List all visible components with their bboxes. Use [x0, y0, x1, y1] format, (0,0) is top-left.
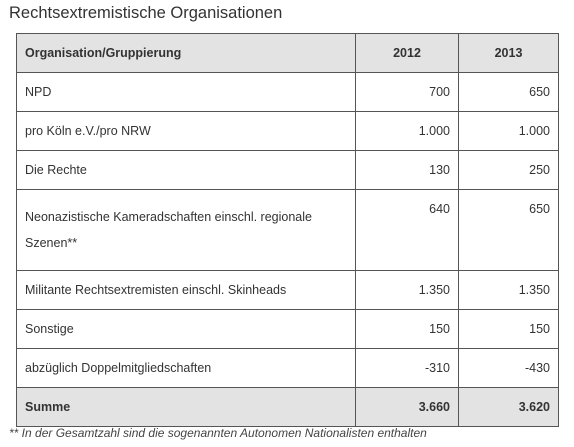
- table-row: NPD 700 650: [16, 72, 559, 112]
- table-row: abzüglich Doppelmitgliedschaften -310 -4…: [16, 348, 559, 388]
- row-value-2012: 130: [355, 150, 459, 190]
- row-name: Die Rechte: [16, 150, 356, 190]
- page-title: Rechtsextremistische Organisationen: [9, 4, 283, 22]
- column-header-2012: 2012: [355, 33, 459, 73]
- row-value-2012: 150: [355, 309, 459, 349]
- total-value-2013: 3.620: [458, 387, 559, 427]
- row-value-2013: 650: [458, 189, 559, 271]
- row-name: NPD: [16, 72, 356, 112]
- row-value-2013: 650: [458, 72, 559, 112]
- row-value-2013: 1.000: [458, 111, 559, 151]
- row-value-2012: 700: [355, 72, 459, 112]
- row-value-2013: -430: [458, 348, 559, 388]
- total-label: Summe: [16, 387, 356, 427]
- total-value-2012: 3.660: [355, 387, 459, 427]
- column-header-organisation: Organisation/Gruppierung: [16, 33, 356, 73]
- footnote: ** In der Gesamtzahl sind die sogenannte…: [9, 426, 427, 440]
- row-value-2012: 1.350: [355, 270, 459, 310]
- row-value-2013: 1.350: [458, 270, 559, 310]
- row-value-2013: 150: [458, 309, 559, 349]
- row-name: Militante Rechtsextremisten einschl. Ski…: [16, 270, 356, 310]
- row-name: abzüglich Doppelmitgliedschaften: [16, 348, 356, 388]
- row-name: Neonazistische Kameradschaften einschl. …: [16, 189, 356, 271]
- table-row: pro Köln e.V./pro NRW 1.000 1.000: [16, 111, 559, 151]
- row-name: pro Köln e.V./pro NRW: [16, 111, 356, 151]
- table-row: Sonstige 150 150: [16, 309, 559, 349]
- row-value-2012: -310: [355, 348, 459, 388]
- row-name: Sonstige: [16, 309, 356, 349]
- row-value-2012: 1.000: [355, 111, 459, 151]
- row-value-2012: 640: [355, 189, 459, 271]
- total-row: Summe 3.660 3.620: [16, 387, 559, 427]
- table-row: Neonazistische Kameradschaften einschl. …: [16, 189, 559, 271]
- table-header-row: Organisation/Gruppierung 2012 2013: [16, 33, 559, 73]
- organisations-table: Organisation/Gruppierung 2012 2013 NPD 7…: [16, 33, 559, 427]
- column-header-2013: 2013: [458, 33, 559, 73]
- table-row: Die Rechte 130 250: [16, 150, 559, 190]
- row-value-2013: 250: [458, 150, 559, 190]
- table-row: Militante Rechtsextremisten einschl. Ski…: [16, 270, 559, 310]
